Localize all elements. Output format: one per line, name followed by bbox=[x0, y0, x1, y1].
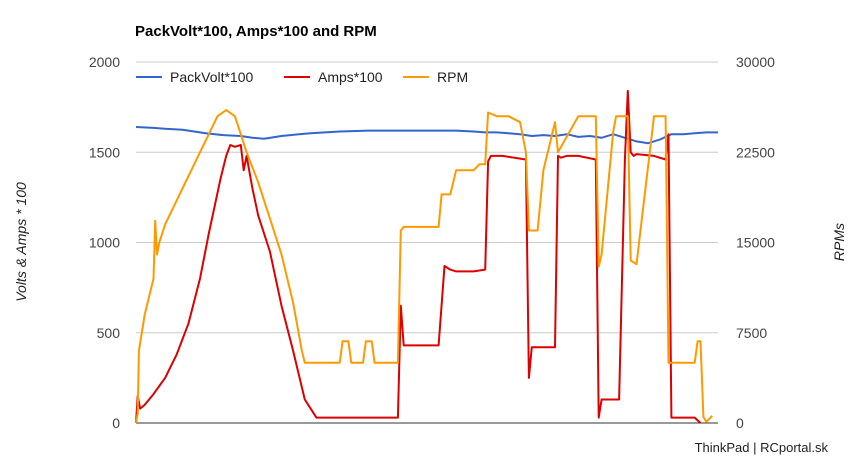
y2-tick-label: 22500 bbox=[736, 144, 775, 160]
series-line bbox=[135, 126, 718, 145]
y2-tick-label: 15000 bbox=[736, 235, 775, 251]
y-axis-title: Volts & Amps * 100 bbox=[13, 182, 29, 302]
y2-tick-label: 30000 bbox=[736, 54, 775, 70]
y2-tick-label: 7500 bbox=[736, 325, 767, 341]
series-line bbox=[135, 89, 702, 424]
y-tick-label: 1500 bbox=[89, 144, 120, 160]
series-line bbox=[135, 109, 713, 424]
legend-item[interactable]: Amps*100 bbox=[284, 69, 383, 85]
series-lines bbox=[135, 89, 718, 424]
y-tick-label: 1000 bbox=[89, 235, 120, 251]
y-tick-label: 2000 bbox=[89, 54, 120, 70]
legend-label: PackVolt*100 bbox=[170, 69, 253, 85]
y2-tick-label: 0 bbox=[736, 415, 744, 431]
chart-title: PackVolt*100, Amps*100 and RPM bbox=[135, 23, 377, 40]
legend-item[interactable]: RPM bbox=[403, 69, 468, 85]
y-tick-label: 500 bbox=[97, 325, 121, 341]
y2-axis-title: RPMs bbox=[831, 223, 847, 261]
legend-item[interactable]: PackVolt*100 bbox=[136, 69, 253, 85]
axis-ticks: 0 500 1000 1500 2000 0 7500 15000 22500 30000 bbox=[89, 54, 775, 431]
legend-label: Amps*100 bbox=[318, 69, 383, 85]
y-tick-label: 0 bbox=[112, 415, 120, 431]
legend-label: RPM bbox=[437, 69, 468, 85]
legend: PackVolt*100 Amps*100 RPM bbox=[136, 69, 468, 85]
footer-credit: ThinkPad | RCportal.sk bbox=[695, 440, 829, 455]
